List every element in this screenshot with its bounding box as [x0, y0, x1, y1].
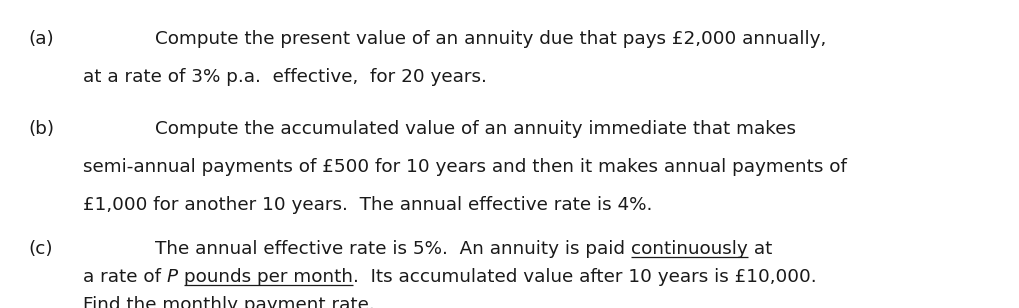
Text: semi-annual payments of £500 for 10 years and then it makes annual payments of: semi-annual payments of £500 for 10 year… — [83, 158, 846, 176]
Text: pounds per month: pounds per month — [183, 268, 353, 286]
Text: Compute the present value of an annuity due that pays £2,000 annually,: Compute the present value of an annuity … — [155, 30, 825, 48]
Text: at: at — [747, 240, 771, 258]
Text: a rate of: a rate of — [83, 268, 167, 286]
Text: (a): (a) — [28, 30, 54, 48]
Text: (c): (c) — [28, 240, 53, 258]
Text: Find the monthly payment rate.: Find the monthly payment rate. — [83, 296, 374, 308]
Text: Compute the accumulated value of an annuity immediate that makes: Compute the accumulated value of an annu… — [155, 120, 795, 138]
Text: continuously: continuously — [631, 240, 747, 258]
Text: £1,000 for another 10 years.  The annual effective rate is 4%.: £1,000 for another 10 years. The annual … — [83, 196, 652, 214]
Text: The annual effective rate is 5%.  An annuity is paid: The annual effective rate is 5%. An annu… — [155, 240, 631, 258]
Text: (b): (b) — [28, 120, 54, 138]
Text: P: P — [167, 268, 178, 286]
Text: .  Its accumulated value after 10 years is £10,000.: . Its accumulated value after 10 years i… — [353, 268, 815, 286]
Text: at a rate of 3% p.a.  effective,  for 20 years.: at a rate of 3% p.a. effective, for 20 y… — [83, 68, 486, 86]
